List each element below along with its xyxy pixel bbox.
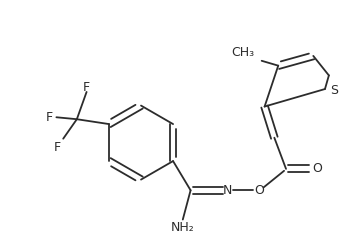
Text: F: F <box>46 111 53 124</box>
Text: O: O <box>254 184 264 197</box>
Text: F: F <box>54 141 61 154</box>
Text: F: F <box>83 80 90 94</box>
Text: CH₃: CH₃ <box>232 46 255 59</box>
Text: NH₂: NH₂ <box>171 221 195 234</box>
Text: S: S <box>330 84 338 97</box>
Text: N: N <box>223 184 232 197</box>
Text: O: O <box>312 162 322 175</box>
